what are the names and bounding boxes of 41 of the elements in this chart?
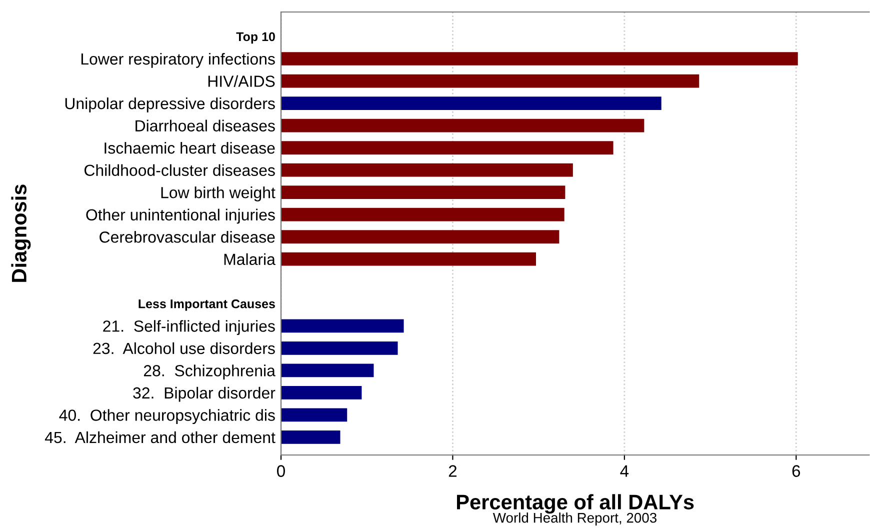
bar — [281, 386, 362, 400]
x-tick-label: 0 — [277, 465, 285, 477]
bar — [281, 230, 560, 244]
bar — [281, 430, 340, 444]
y-tick-label: Malaria — [224, 253, 276, 266]
y-tick-label: Top 10 — [236, 32, 275, 44]
x-tick-label: 2 — [448, 465, 457, 477]
bar — [281, 52, 798, 66]
y-tick-label: 28. Schizophrenia — [144, 364, 276, 380]
y-tick-label: Less Important Causes — [138, 299, 275, 311]
x-tick-label: 4 — [620, 465, 629, 477]
y-tick-label: Unipolar depressive disorders — [65, 97, 275, 112]
y-tick-label: Lower respiratory infections — [81, 52, 275, 68]
bar — [281, 96, 662, 110]
y-tick-label: 21. Self-inflicted injuries — [103, 320, 275, 335]
bar — [281, 208, 564, 222]
bar — [281, 74, 700, 88]
bar — [281, 364, 374, 378]
y-tick-label: Childhood-cluster diseases — [84, 164, 275, 176]
y-tick-label: Other unintentional injuries — [86, 208, 275, 224]
bar — [281, 141, 614, 154]
y-tick-label: Diarrhoeal diseases — [136, 120, 275, 132]
x-axis-title: Percentage of all DALYs — [457, 494, 694, 514]
bar — [281, 408, 348, 422]
bar — [281, 163, 573, 177]
bar — [281, 118, 644, 132]
bar — [281, 341, 398, 355]
y-tick-label: Cerebrovascular disease — [100, 231, 275, 243]
y-tick-label: Ischaemic heart disease — [104, 142, 275, 154]
y-tick-label: Low birth weight — [161, 186, 276, 202]
y-tick-label: 45. Alzheimer and other dement — [44, 431, 276, 444]
y-tick-label: 23. Alcohol use disorders — [93, 342, 275, 354]
y-tick-label: 40. Other neuropsychiatric dis — [59, 409, 275, 424]
text: World Health Report, 2003 — [492, 512, 656, 526]
y-axis-title: Diagnosis — [11, 184, 31, 282]
bar — [281, 319, 404, 333]
bar — [281, 252, 536, 266]
y-tick-label: HIV/AIDS — [208, 75, 275, 87]
bar — [281, 186, 566, 199]
y-tick-label: 32. Bipolar disorder — [133, 386, 276, 402]
x-tick-label: 6 — [792, 465, 800, 477]
